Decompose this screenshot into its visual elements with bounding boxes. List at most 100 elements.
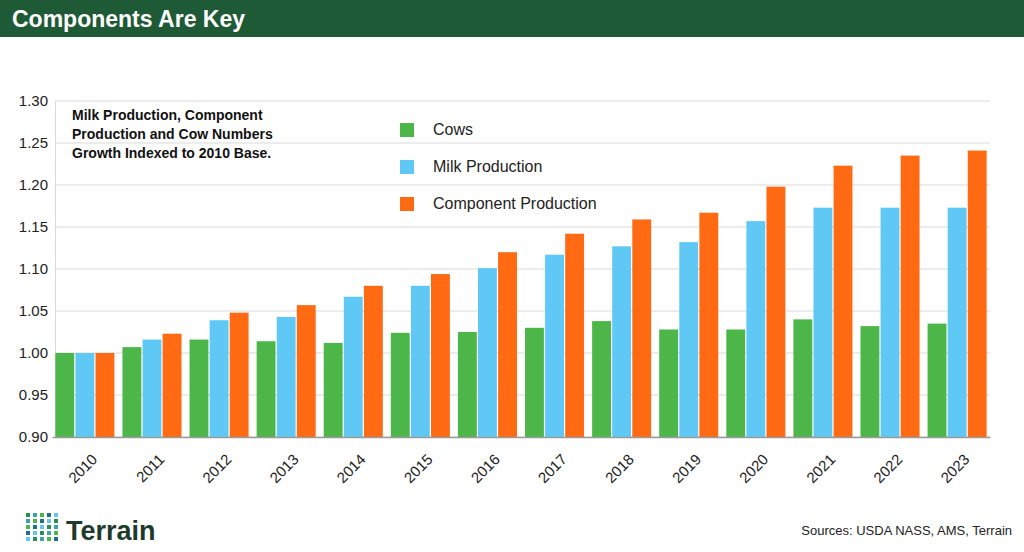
- bar: [525, 328, 544, 437]
- x-tick-label: 2018: [602, 450, 638, 486]
- x-tick-label: 2021: [803, 450, 839, 486]
- logo-dot: [26, 525, 30, 529]
- bar: [881, 208, 900, 437]
- x-tick: 2019: [669, 437, 705, 486]
- source: Sources: USDA NASS, AMS, Terrain: [801, 523, 1012, 538]
- legend-item: Component Production: [400, 195, 597, 212]
- bar: [230, 313, 249, 437]
- bar: [55, 353, 74, 437]
- legend-swatch: [400, 197, 414, 211]
- x-tick-label: 2019: [669, 450, 705, 486]
- x-tick-label: 2017: [534, 450, 570, 486]
- legend-label: Cows: [433, 121, 473, 138]
- x-tick: 2018: [602, 437, 638, 486]
- logo-dot: [33, 513, 37, 517]
- logo-dot: [54, 537, 58, 541]
- title: Components Are Key: [12, 6, 245, 32]
- x-tick: 2012: [199, 437, 235, 486]
- legend-item: Milk Production: [400, 158, 542, 175]
- bar: [968, 151, 987, 437]
- y-tick: 0.90: [19, 428, 55, 445]
- bar: [813, 208, 832, 437]
- bar: [431, 274, 450, 437]
- legend-label: Component Production: [433, 195, 597, 212]
- subtitle-line: Milk Production, Component: [72, 107, 263, 123]
- logo-dot: [33, 519, 37, 523]
- y-tick: 1.05: [19, 302, 55, 319]
- y-tick: 1.20: [19, 176, 55, 193]
- logo-dot: [26, 519, 30, 523]
- y-tick: 1.15: [19, 218, 55, 235]
- logo-dot: [26, 513, 30, 517]
- logo-dot: [40, 537, 44, 541]
- x-tick-label: 2023: [937, 450, 973, 486]
- grid-line: [55, 143, 990, 144]
- bar: [565, 234, 584, 437]
- bar: [834, 166, 853, 437]
- x-axis-line: [53, 437, 991, 439]
- bar: [277, 317, 296, 437]
- x-tick-label: 2022: [870, 450, 906, 486]
- x-tick: 2023: [937, 437, 973, 486]
- logo-dot: [54, 519, 58, 523]
- grid: [55, 101, 990, 437]
- header-band: [0, 0, 1024, 37]
- logo-dot: [33, 525, 37, 529]
- subtitle-line: Growth Indexed to 2010 Base.: [72, 145, 271, 161]
- bar: [391, 333, 410, 437]
- y-tick: 1.25: [19, 134, 55, 151]
- x-tick: 2014: [333, 437, 369, 486]
- logo-dot: [40, 525, 44, 529]
- grid-line: [55, 101, 990, 102]
- bar: [478, 268, 497, 437]
- y-tick: 1.10: [19, 260, 55, 277]
- bar: [498, 252, 517, 437]
- legend-swatch: [400, 160, 414, 174]
- subtitle-line: Production and Cow Numbers: [72, 126, 273, 142]
- bar: [143, 340, 162, 437]
- bar: [793, 319, 812, 437]
- bars: [55, 151, 986, 437]
- x-tick-label: 2010: [65, 450, 101, 486]
- x-tick: 2011: [133, 437, 168, 485]
- bar: [163, 334, 182, 437]
- logo-dot: [40, 519, 44, 523]
- x-tick: 2017: [534, 437, 570, 486]
- bar: [901, 156, 920, 437]
- y-tick-label: 1.05: [19, 302, 48, 319]
- logo-dot: [47, 525, 51, 529]
- bar: [612, 246, 631, 437]
- logo-dot: [26, 531, 30, 535]
- legend-swatch: [400, 123, 414, 137]
- bar: [458, 332, 477, 437]
- y-tick-label: 1.10: [19, 260, 48, 277]
- bar: [659, 329, 678, 437]
- bar: [364, 286, 383, 437]
- bar-series: [96, 151, 987, 437]
- y-tick-label: 1.25: [19, 134, 48, 151]
- bar: [190, 340, 209, 437]
- bar: [96, 353, 115, 437]
- bar: [766, 187, 785, 437]
- bar: [344, 297, 363, 437]
- bar: [592, 321, 611, 437]
- logo-dot: [26, 537, 30, 541]
- chart: Components Are Key 0.90 0.95 1.00 1.05 1.10 1.…: [0, 0, 1024, 552]
- logo-dot: [33, 537, 37, 541]
- logo-dot: [40, 531, 44, 535]
- y-tick: 1.30: [19, 92, 55, 109]
- x-tick: 2015: [400, 437, 436, 486]
- x-axis: 2010201120122013201420152016201720182019…: [53, 437, 991, 486]
- y-tick: 0.95: [19, 386, 55, 403]
- bar: [928, 324, 947, 437]
- logo-dot: [47, 531, 51, 535]
- y-tick-label: 1.20: [19, 176, 48, 193]
- y-axis: 0.90 0.95 1.00 1.05 1.10 1.15 1.20 1.25 1.30: [19, 92, 56, 445]
- bar: [75, 353, 94, 437]
- logo-dot: [47, 519, 51, 523]
- y-tick-label: 0.90: [19, 428, 48, 445]
- subtitle: Milk Production, Component Production and…: [72, 107, 273, 161]
- bar: [699, 213, 718, 437]
- y-tick-label: 1.00: [19, 344, 48, 361]
- x-tick-label: 2020: [736, 450, 772, 486]
